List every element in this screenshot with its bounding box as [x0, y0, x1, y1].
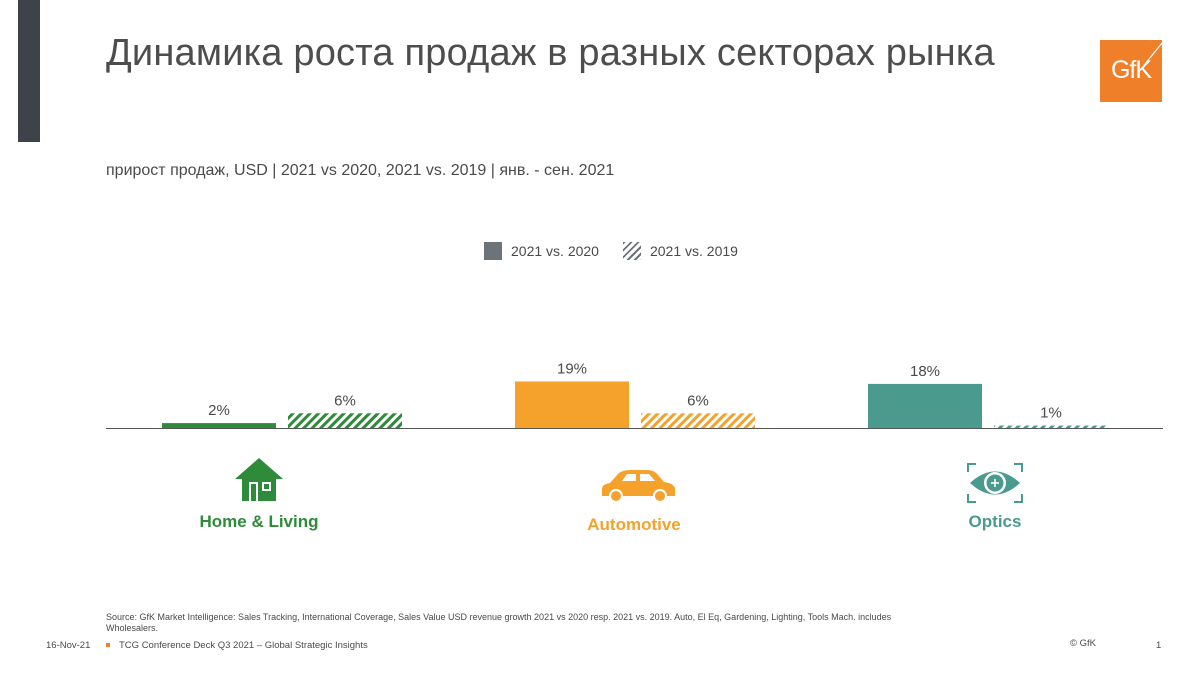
chart-legend: 2021 vs. 2020 2021 vs. 2019 — [484, 241, 762, 261]
footer-deck-title: TCG Conference Deck Q3 2021 – Global Str… — [119, 640, 368, 651]
source-note: Source: GfK Market Intelligence: Sales T… — [106, 612, 892, 633]
bar-optics-2019 — [994, 425, 1108, 428]
page-title: Динамика роста продаж в разных секторах … — [106, 32, 995, 74]
category-label-optics: Optics — [968, 512, 1022, 531]
category-label-automotive: Automotive — [587, 515, 681, 534]
footer-copyright: © GfK — [1070, 638, 1097, 649]
car-icon — [602, 470, 675, 503]
data-label-home-living-2019: 6% — [334, 392, 356, 409]
bar-home-living-2019 — [288, 413, 402, 428]
house-icon — [235, 458, 283, 501]
data-label-optics-2020: 18% — [910, 363, 940, 380]
legend-label-2020: 2021 vs. 2020 — [511, 243, 599, 259]
bar-home-living-2020 — [162, 423, 276, 428]
page-number: 1 — [1156, 640, 1162, 651]
category-label-home-living: Home & Living — [199, 512, 319, 531]
logo-text: GfK — [1110, 56, 1152, 84]
data-label-optics-2019: 1% — [1040, 405, 1062, 422]
bar-optics-2020 — [868, 383, 982, 428]
legend-swatch-hatched — [622, 242, 641, 260]
eye-icon — [967, 463, 1023, 503]
bar-automotive-2020 — [515, 381, 629, 428]
data-label-home-living-2020: 2% — [208, 402, 230, 419]
bar-automotive-2019 — [641, 413, 755, 428]
footer-separator-dot — [106, 643, 110, 647]
data-label-automotive-2019: 6% — [687, 392, 709, 409]
accent-bar — [18, 0, 40, 142]
logo-slash-icon — [1144, 40, 1162, 65]
legend-item-2020: 2021 vs. 2020 — [484, 242, 599, 260]
footer-date: 16-Nov-21 — [46, 640, 91, 651]
data-label-automotive-2020: 19% — [557, 360, 587, 377]
legend-item-2019: 2021 vs. 2019 — [622, 242, 738, 260]
legend-label-2019: 2021 vs. 2019 — [649, 243, 738, 259]
gfk-logo: GfK — [1100, 40, 1162, 102]
chart-subtitle: прирост продаж, USD | 2021 vs 2020, 2021… — [106, 162, 615, 179]
legend-swatch-solid — [484, 242, 502, 260]
